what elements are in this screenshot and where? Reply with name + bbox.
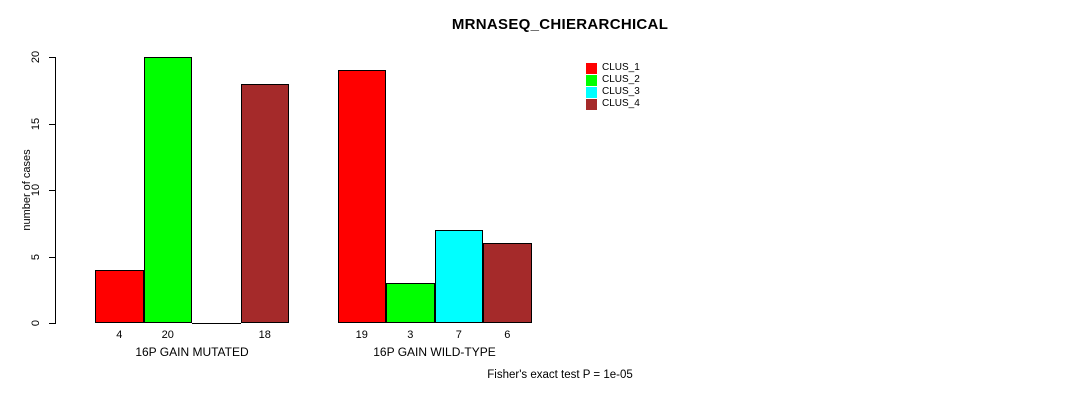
bar-value-label: 4	[116, 329, 123, 341]
bar-value-label: 7	[455, 329, 462, 341]
legend-item: CLUS_2	[586, 74, 640, 86]
chart-title: MRNASEQ_CHIERARCHICAL	[451, 16, 669, 33]
y-axis-label: number of cases	[21, 149, 33, 231]
legend-swatch	[586, 98, 597, 110]
stat-test-label: Fisher's exact test P = 1e-05	[487, 369, 633, 381]
bar-clus-1-group-2	[337, 70, 386, 323]
y-tick	[49, 123, 55, 125]
legend-item: CLUS_4	[586, 98, 640, 110]
y-tick	[49, 190, 55, 191]
group-label: 16P GAIN WILD-TYPE	[373, 345, 496, 359]
legend-label: CLUS_2	[602, 74, 640, 85]
bar-value-label: 20	[161, 329, 174, 341]
y-tick	[49, 256, 55, 258]
bar-clus-2-group-1	[143, 57, 192, 323]
legend-swatch	[586, 86, 597, 98]
legend-item: CLUS_1	[586, 62, 640, 74]
y-tick-label: 15	[30, 117, 42, 130]
bar-value-label: 18	[258, 329, 271, 341]
y-tick-label: 20	[30, 50, 42, 64]
bar-clus-4-group-2	[483, 243, 532, 323]
bar-clus-1-group-1	[95, 270, 144, 323]
bar-value-label: 3	[407, 329, 414, 341]
legend-label: CLUS_4	[602, 98, 640, 109]
legend: CLUS_1 CLUS_2 CLUS_3 CLUS_4	[586, 62, 640, 110]
legend-swatch	[586, 74, 597, 86]
legend-item: CLUS_3	[586, 86, 640, 98]
y-tick	[49, 57, 55, 58]
legend-label: CLUS_3	[602, 86, 640, 97]
group-label: 16P GAIN MUTATED	[135, 345, 249, 359]
y-tick	[49, 323, 55, 324]
bar-clus-2-group-2	[386, 283, 435, 323]
legend-swatch	[586, 62, 597, 74]
y-axis-line	[55, 57, 56, 324]
y-tick-label: 0	[30, 319, 42, 327]
bar-clus-4-group-1	[240, 84, 289, 323]
y-tick-label: 5	[30, 253, 42, 260]
bar-value-label: 6	[504, 329, 511, 341]
legend-label: CLUS_1	[602, 62, 640, 73]
bar-value-label: 19	[355, 329, 368, 341]
bar-clus-3-group-1	[192, 323, 241, 324]
bar-clus-3-group-2	[434, 230, 483, 323]
